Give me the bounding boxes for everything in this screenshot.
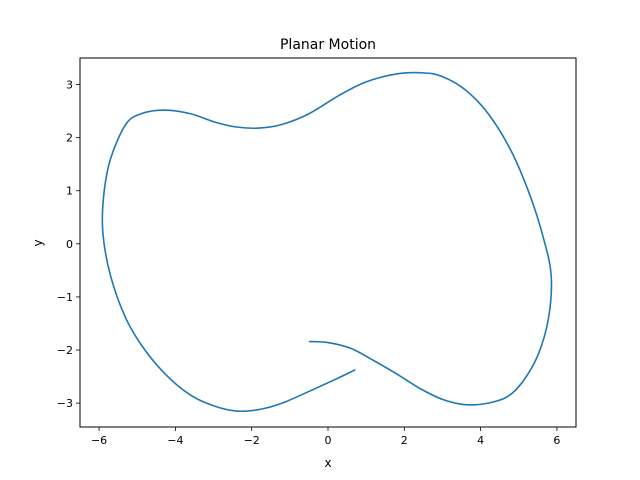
y-tick-label: 2	[66, 132, 73, 145]
y-axis-ticks: −3 −2 −1 0 1 2 3	[57, 79, 80, 410]
x-tick-label: −4	[167, 434, 183, 447]
x-axis-ticks: −6 −4 −2 0 2 4 6	[91, 427, 560, 447]
x-tick-label: 6	[553, 434, 560, 447]
plot-area	[101, 71, 553, 413]
y-tick-label: −2	[57, 344, 73, 357]
x-tick-label: 2	[401, 434, 408, 447]
x-tick-label: −6	[91, 434, 107, 447]
x-axis-label: x	[324, 456, 331, 470]
y-tick-label: −1	[57, 291, 73, 304]
plot-frame	[79, 57, 577, 428]
series-line-0	[101, 71, 553, 413]
x-tick-label: 0	[325, 434, 332, 447]
x-tick-label: −2	[244, 434, 260, 447]
y-axis-label: y	[31, 239, 45, 246]
x-tick-label: 4	[477, 434, 484, 447]
chart-title: Planar Motion	[280, 37, 376, 53]
y-tick-label: 3	[66, 79, 73, 92]
y-tick-label: 1	[66, 185, 73, 198]
y-tick-label: 0	[66, 238, 73, 251]
y-tick-label: −3	[57, 397, 73, 410]
